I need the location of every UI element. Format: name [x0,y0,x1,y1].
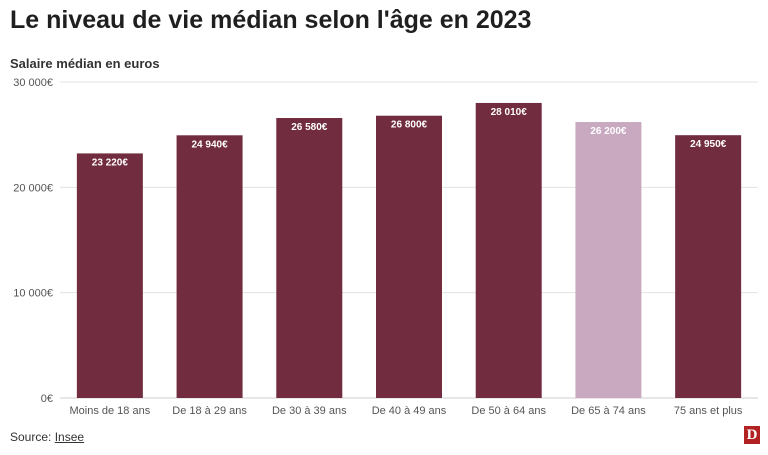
source-link[interactable]: Insee [54,430,85,444]
x-tick-label: Moins de 18 ans [69,405,150,417]
bar-value-label: 26 200€ [590,126,627,137]
chart-title: Le niveau de vie médian selon l'âge en 2… [10,6,532,34]
x-tick-label: 75 ans et plus [674,405,743,417]
bar [675,135,742,398]
x-tick-label: De 18 à 29 ans [172,405,247,417]
source-label: Source: [10,430,55,444]
bar-value-label: 23 220€ [92,157,129,168]
bar-value-label: 26 800€ [391,120,428,131]
publisher-logo: D [744,426,760,444]
bar [376,115,442,398]
bar [475,102,542,398]
x-tick-label: De 65 à 74 ans [571,405,646,417]
y-tick-label: 20 000€ [13,182,53,194]
y-tick-label: 0€ [41,393,53,405]
y-tick-label: 30 000€ [13,77,53,89]
bar-value-label: 26 580€ [291,122,328,133]
y-tick-label: 10 000€ [13,288,53,300]
chart-subtitle: Salaire médian en euros [10,56,160,71]
bar-value-label: 28 010€ [491,107,528,118]
bar [176,135,243,398]
x-tick-label: De 30 à 39 ans [272,405,347,417]
bar [76,153,143,398]
bar-chart: 0€ 10 000€ 20 000€ 30 000€ 23 220€ Moins de 1… [13,77,758,417]
source-note: Source: Insee [10,430,84,444]
bar [575,122,642,398]
x-tick-label: De 50 à 64 ans [471,405,546,417]
bar-value-label: 24 950€ [690,139,727,150]
bar [276,118,343,399]
bar-value-label: 24 940€ [191,139,228,150]
x-tick-label: De 40 à 49 ans [372,405,447,417]
